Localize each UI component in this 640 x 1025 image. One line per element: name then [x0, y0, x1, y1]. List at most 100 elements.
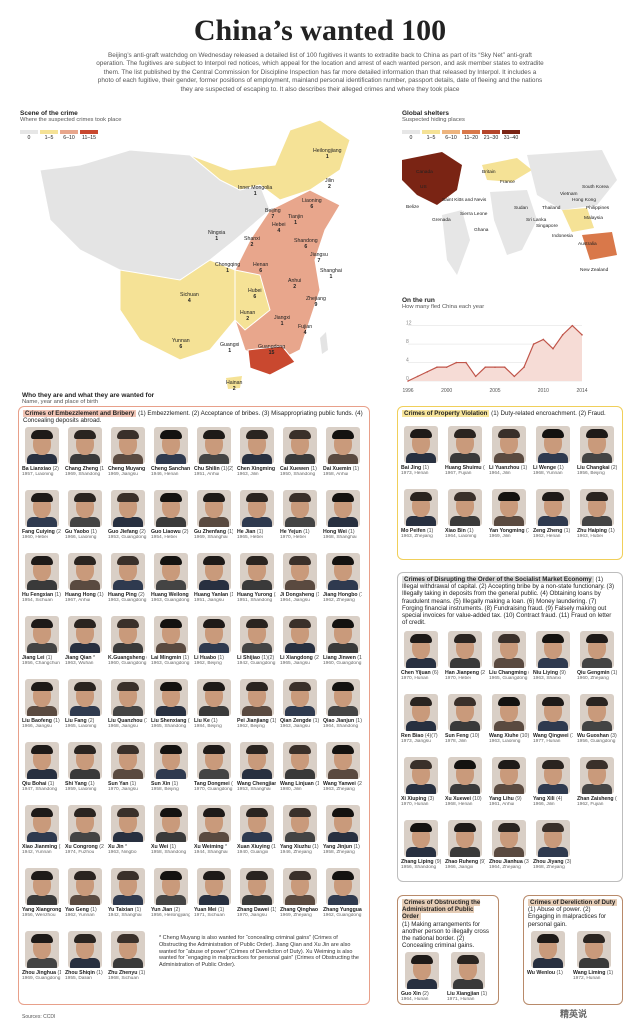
fugitive-card: Xu Congrong (2)1974, Fuzhou: [65, 805, 104, 868]
fugitive-birth-info: 1951, Shandong: [237, 598, 273, 604]
fugitive-name-line: Yun Jian (2): [151, 907, 190, 913]
country-label: Malaysia: [584, 216, 603, 221]
province-name: Yunnan: [172, 338, 190, 344]
who-they-are-subtitle: Name, year and place of birth: [22, 399, 99, 405]
legend-label: 21–30: [483, 135, 499, 141]
fugitive-crime-code: (1): [519, 465, 528, 472]
fugitive-crime-code: (1): [170, 781, 179, 788]
fugitive-name-line: Xu Congrong (2): [65, 844, 104, 850]
fugitive-name-line: Yang Jinjun (1): [323, 844, 362, 850]
fugitive-card: Zhou Shiqin (1) 1955, Dalian: [65, 931, 104, 994]
y-tick-label: 0: [406, 376, 409, 382]
fugitive-card: Qiu Gengmin (1)(2)1960, Zhejiang: [577, 631, 617, 694]
china-map-panel: Scene of the crime Where the suspected c…: [20, 110, 380, 392]
fugitive-crime-code: (10): [518, 733, 529, 740]
fugitive-crime-code: (1): [95, 592, 104, 599]
fugitive-name-line: Li Shijiao (1)(2): [237, 655, 276, 661]
fugitive-card: Guo Jiefang (2) 1953, Guangdong: [108, 490, 147, 553]
fugitive-name: Wang Liming: [573, 969, 606, 976]
fugitive-crime-code: (3): [608, 733, 617, 740]
province-name: Henan: [253, 262, 269, 268]
fugitive-crime-code: (1): [525, 528, 529, 535]
fugitive-photo: [239, 679, 274, 717]
fugitive-name: Liu Xiangjian: [447, 991, 480, 998]
fugitive-birth-info: 1977, Hunan: [533, 739, 561, 745]
fugitive-crime-code: (3): [275, 466, 276, 472]
fugitive-name: He Yejun: [280, 529, 302, 536]
fugitive-name: Qiu Bohai: [22, 781, 47, 788]
province-name: Shanghai: [320, 268, 342, 274]
province-label: Heilongjiang 1: [313, 148, 342, 160]
fugitive-photo: [405, 952, 439, 990]
country-label: Singapore: [536, 224, 558, 229]
fugitive-name: Sun Feng: [445, 733, 469, 740]
who-they-are-label: Who they are and what they are wanted fo…: [22, 392, 154, 405]
fugitive-photo: [110, 490, 145, 528]
fugitive-name: Qian Zengde: [280, 718, 312, 725]
legend-label: 31–40: [503, 135, 519, 141]
fugitive-photo: [67, 805, 102, 843]
world-africa: [490, 190, 537, 255]
fugitive-name-line: Huang Weilong (1): [151, 592, 190, 598]
fugitive-card: Cheng Sanchang (1)1946, Henan: [151, 427, 190, 490]
fugitive-birth-info: 1940, Guangxi: [237, 850, 269, 856]
fugitive-photo: [536, 694, 570, 732]
fugitive-name-line: Jiang Hongbo (1): [323, 592, 362, 598]
fugitive-name: Huang Weilong: [151, 592, 189, 599]
fugitive-name-line: Sun Xin (1): [151, 781, 190, 787]
fugitive-name-line: Zhang Yungguang (2): [323, 907, 362, 913]
fugitive-name-line: Huang Shuimu (2): [445, 465, 485, 471]
fugitive-name-line: Zhao Ruheng (9): [445, 859, 485, 865]
data-point: [407, 380, 409, 382]
world-south-america: [442, 210, 470, 275]
fugitive-name-line: Li Huabo (1): [194, 655, 233, 661]
fugitive-photo: [239, 805, 274, 843]
province-name: Anhui: [288, 278, 302, 284]
fugitive-card: Cheng Muyang (1)1969, Jiangsu: [108, 427, 147, 490]
fugitive-crime-code: (10): [468, 733, 480, 740]
fugitive-birth-info: 1954, Hebei: [151, 535, 177, 541]
fugitive-photo: [404, 694, 438, 732]
fugitive-photo: [110, 742, 145, 780]
fugitive-photo: [24, 805, 59, 843]
fugitive-crime-code: (2): [86, 718, 95, 725]
fugitive-birth-info: 1962, Guangdong: [323, 913, 362, 919]
fugitive-card: Huang Weilong (1)1963, Guangdong: [151, 553, 190, 616]
fugitive-photo: [239, 616, 274, 654]
fugitive-photo: [448, 757, 482, 795]
fugitive-name: Guo Xin: [401, 991, 421, 998]
legend-swatch: 0: [20, 130, 38, 141]
embezzlement-header: Crimes of Embezzlement and Bribery (1) E…: [19, 407, 369, 427]
fugitive-card: Huang Ping (2) 1963, Guangdong: [108, 553, 147, 616]
fugitive-name: Liu Quanzhou: [108, 718, 143, 725]
chart-subtitle: How many fled China each year: [402, 304, 485, 310]
fugitive-name-line: Hong Wei (1): [323, 529, 362, 535]
fugitive-name: Zhou Jinghua: [22, 970, 57, 977]
embezzlement-grid: Ba Lianxiao (2) 1957, Liaoning Chang Zheng…: [19, 427, 369, 994]
fugitive-photo: [67, 868, 102, 906]
fugitive-name: Xu Jin: [108, 844, 124, 851]
world-map-title: Global shelters: [402, 110, 449, 117]
fugitive-name: Huang Ping: [108, 592, 137, 599]
fugitive-photo: [451, 952, 485, 990]
fugitive-name-line: Zhu Haiping (1): [577, 528, 617, 534]
province-count: 1: [329, 274, 333, 280]
dereliction-desc: (1) Abuse of power. (2) Engaging in malp…: [528, 906, 607, 928]
country-label: New Zealand: [580, 268, 609, 273]
fugitive-photo: [153, 490, 188, 528]
fugitive-card: Liu Shenxiang (1)1965, Shandong: [151, 679, 190, 742]
province-count: 2: [328, 184, 331, 190]
legend-label: 6–10: [445, 135, 457, 141]
fugitive-crime-code: (1): [133, 907, 142, 914]
fugitive-name: Yun Jian: [151, 907, 173, 914]
fugitive-crime-code: (1): [555, 465, 564, 472]
province-label: Beijing 7: [265, 208, 281, 220]
fugitive-birth-info: 1968, Yunnan: [533, 471, 563, 477]
fugitive-card: Zhou Jianhua (3)(4)1964, Zhejiang: [489, 820, 529, 883]
fugitive-card: Wang Liming (1) 1972, Hunan: [573, 930, 615, 994]
property-desc: (1) Duty-related encroachment. (2) Fraud…: [491, 410, 606, 417]
fugitive-photo: [536, 757, 570, 795]
fugitive-photo: [196, 679, 231, 717]
fugitive-name-line: Liang Jinwen (1): [323, 655, 362, 661]
